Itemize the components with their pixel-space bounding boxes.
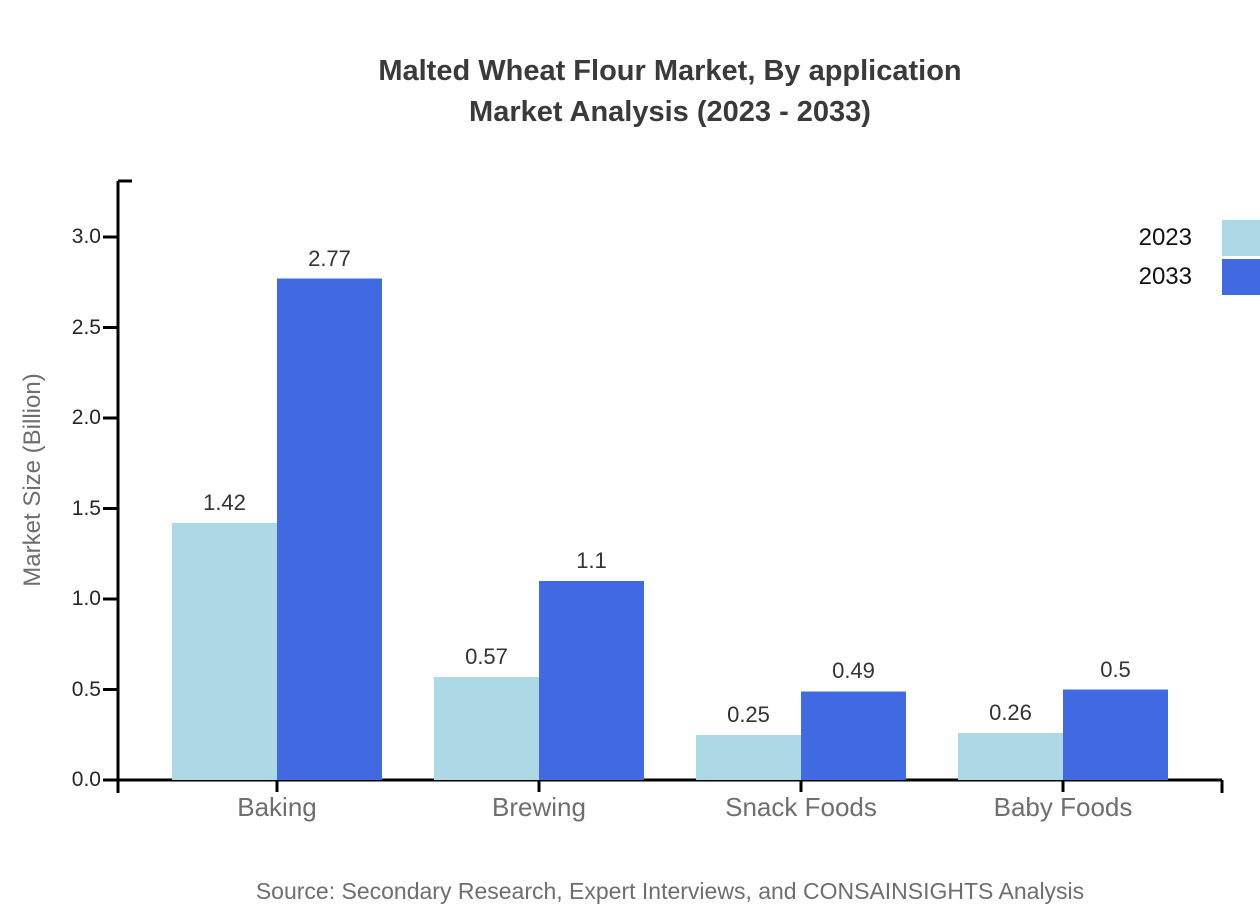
y-tick-label-3.0: 3.0 xyxy=(71,225,101,248)
value-label-2023-brewing: 0.57 xyxy=(465,643,508,669)
y-tick-label-2.0: 2.0 xyxy=(71,406,101,429)
value-label-2023-baby-foods: 0.26 xyxy=(989,699,1032,725)
x-tick-label-baby-foods: Baby Foods xyxy=(993,792,1133,822)
y-tick-label-0.0: 0.0 xyxy=(71,768,101,791)
bar-2033-snack-foods xyxy=(801,691,906,780)
bar-2033-baking xyxy=(277,278,382,780)
legend-item-2023: 2023 xyxy=(1139,220,1260,256)
chart-title-line1: Malted Wheat Flour Market, By applicatio… xyxy=(378,55,962,87)
bar-2033-baby-foods xyxy=(1063,689,1168,780)
value-label-2033-baby-foods: 0.5 xyxy=(1100,656,1131,682)
y-tick-label-0.5: 0.5 xyxy=(71,677,101,701)
source-note: Source: Secondary Research, Expert Inter… xyxy=(255,878,1085,904)
value-label-2033-snack-foods: 0.49 xyxy=(832,658,875,684)
legend-label-2033: 2033 xyxy=(1138,263,1192,290)
bar-2033-brewing xyxy=(539,580,644,780)
x-tick-label-snack-foods: Snack Foods xyxy=(725,792,877,822)
x-tick-label-baking: Baking xyxy=(237,792,317,822)
value-label-2033-baking: 2.77 xyxy=(308,245,351,271)
y-tick-label-1.5: 1.5 xyxy=(71,496,101,520)
legend-label-2023: 2023 xyxy=(1138,224,1192,251)
legend: 2023 2033 xyxy=(1139,220,1260,298)
x-tick-label-brewing: Brewing xyxy=(492,792,586,822)
legend-swatch-2033 xyxy=(1222,259,1260,295)
chart-title-line2: Market Analysis (2023 - 2033) xyxy=(469,96,871,128)
chart-title: Malted Wheat Flour Market, By applicatio… xyxy=(118,51,1222,133)
value-label-2033-brewing: 1.1 xyxy=(576,547,607,573)
bar-2023-brewing xyxy=(434,676,539,780)
bar-2023-snack-foods xyxy=(696,734,801,780)
value-label-2023-snack-foods: 0.25 xyxy=(727,701,770,727)
bar-2023-baby-foods xyxy=(958,732,1063,780)
y-tick-label-2.5: 2.5 xyxy=(71,315,101,339)
value-label-2023-baking: 1.42 xyxy=(203,489,246,515)
legend-swatch-2023 xyxy=(1222,220,1260,256)
y-tick-label-1.0: 1.0 xyxy=(71,587,101,610)
legend-item-2033: 2033 xyxy=(1139,259,1260,295)
bar-2023-baking xyxy=(172,522,277,780)
